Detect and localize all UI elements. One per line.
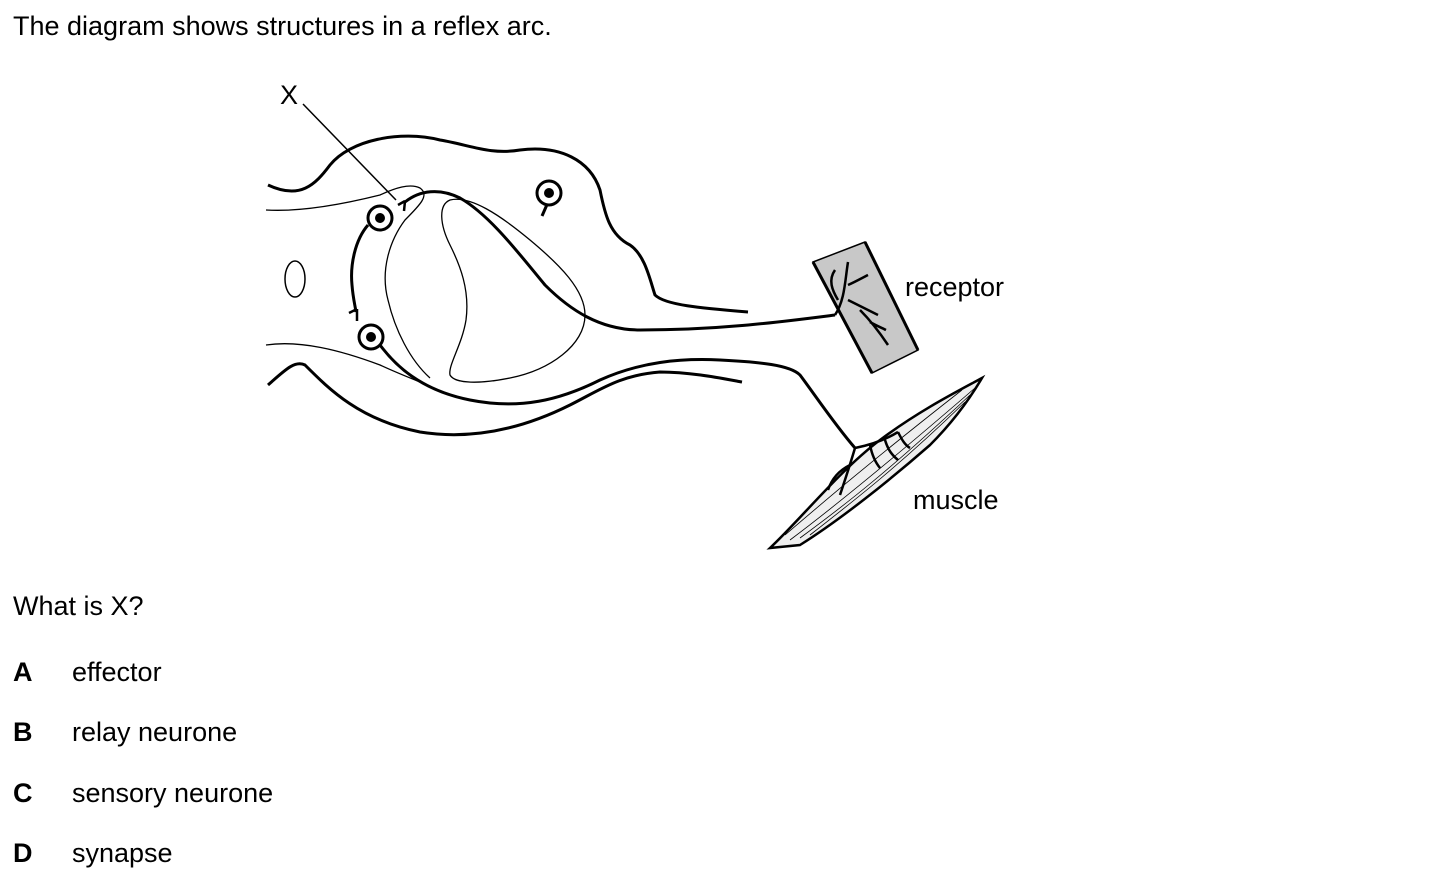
motor-end-plates	[826, 430, 911, 496]
option-letter: D	[13, 838, 33, 868]
receptor-edge-left	[811, 261, 874, 374]
relay-nucleus	[375, 213, 385, 223]
relay-axon	[350, 224, 370, 313]
spinal-cord-outline-top	[267, 134, 749, 314]
muscle-fibres	[784, 387, 976, 541]
option-text: sensory neurone	[72, 778, 274, 808]
pointer-line-x	[302, 103, 397, 201]
grey-matter	[441, 198, 586, 383]
spinal-cord-outline-bottom	[267, 362, 743, 437]
option-text: synapse	[72, 838, 173, 868]
label-x: X	[280, 80, 298, 110]
intro-text: The diagram shows structures in a reflex…	[13, 11, 552, 41]
synapse-ending-bottom	[348, 307, 359, 321]
option-text: relay neurone	[72, 717, 238, 747]
meninges-line-top	[265, 185, 431, 379]
receptor-nerve-endings	[830, 261, 890, 346]
label-receptor: receptor	[905, 272, 1004, 302]
central-canal	[284, 260, 306, 298]
option-letter: A	[13, 657, 33, 687]
motor-neurone	[378, 344, 857, 449]
sensory-neurone	[404, 190, 836, 332]
option-letter: B	[13, 717, 33, 747]
question-text: What is X?	[13, 591, 144, 621]
label-muscle: muscle	[913, 485, 999, 515]
meninges-line-bottom	[265, 343, 421, 383]
synapse-ending-top	[397, 199, 407, 212]
receptor-edge-right	[863, 241, 920, 351]
sensory-nucleus	[544, 188, 554, 198]
option-letter: C	[13, 778, 33, 808]
motor-nucleus	[366, 332, 376, 342]
option-text: effector	[72, 657, 162, 687]
